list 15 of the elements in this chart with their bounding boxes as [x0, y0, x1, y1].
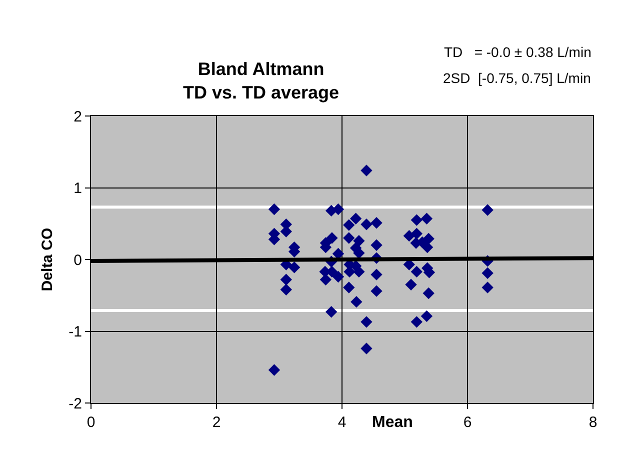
y-tick-label: -2 [68, 395, 82, 412]
x-tick-label: 6 [463, 414, 472, 431]
y-tick-label: -1 [68, 324, 82, 340]
x-tick-label: 2 [212, 414, 221, 431]
x-tick-label: 4 [338, 414, 346, 431]
y-tick-label: 0 [74, 252, 82, 269]
x-tick-label: 8 [588, 414, 598, 431]
y-tick-label: 2 [74, 108, 82, 126]
text: TD = -0.0 ± 0.38 L/min [444, 44, 592, 60]
x-axis-title: Mean [372, 414, 413, 431]
chart-title: Bland Altmann TD vs. TD average [183, 59, 340, 102]
y-tick-label: 1 [74, 180, 82, 197]
x-tick-label: 0 [86, 414, 96, 431]
y-axis-title: Delta CO [38, 228, 56, 292]
text: 2SD [-0.75, 0.75] L/min [443, 70, 591, 86]
